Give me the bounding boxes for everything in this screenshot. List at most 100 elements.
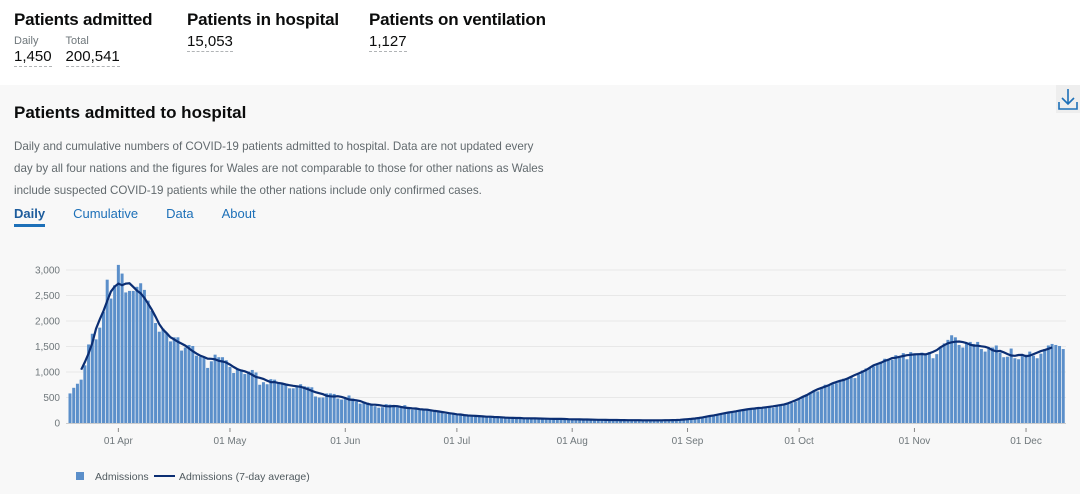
admissions-bar xyxy=(585,419,589,423)
admissions-bar xyxy=(321,397,325,423)
admissions-bar xyxy=(678,420,682,423)
admissions-bar xyxy=(1024,354,1028,423)
admissions-bar xyxy=(686,419,690,423)
admissions-bar xyxy=(276,382,280,423)
admissions-bar xyxy=(366,402,370,423)
x-tick-label: 01 Jul xyxy=(444,436,471,447)
admissions-bar xyxy=(894,355,898,423)
admissions-bar xyxy=(440,411,444,423)
admissions-bar xyxy=(83,365,87,423)
admissions-bar xyxy=(1058,345,1062,423)
admissions-bar xyxy=(180,350,184,423)
admissions-bar xyxy=(589,419,593,423)
tab-daily[interactable]: Daily xyxy=(14,206,46,227)
admissions-bar xyxy=(566,418,570,423)
admissions-bar xyxy=(529,417,533,423)
admissions-bar xyxy=(901,353,905,423)
admissions-bar xyxy=(749,408,753,423)
tab-about[interactable]: About xyxy=(221,206,256,221)
admissions-bar xyxy=(805,394,809,423)
admissions-bar xyxy=(767,406,771,423)
admissions-bar xyxy=(938,348,942,423)
admissions-bar xyxy=(775,405,779,423)
admissions-bar xyxy=(931,358,935,423)
admissions-bar xyxy=(607,419,611,423)
admissions-bar xyxy=(916,353,920,423)
total-value[interactable]: 200,541 xyxy=(65,48,120,67)
admissions-bar xyxy=(176,337,180,423)
admissions-bar xyxy=(317,397,321,423)
admissions-bar xyxy=(503,417,507,423)
admissions-bar xyxy=(310,387,314,423)
admissions-bar xyxy=(146,300,150,423)
admissions-bar xyxy=(481,415,485,423)
admissions-bar xyxy=(217,357,221,423)
admissions-bar xyxy=(648,420,652,423)
y-tick-label: 2,000 xyxy=(35,317,60,328)
admissions-bar xyxy=(604,419,608,423)
admissions-bar xyxy=(165,333,169,423)
admissions-bar xyxy=(1050,343,1054,423)
admissions-bar xyxy=(641,419,645,423)
admissions-bar xyxy=(533,418,537,423)
admissions-bar xyxy=(369,403,373,423)
admissions-bar xyxy=(912,355,916,423)
admissions-bar xyxy=(522,418,526,423)
admissions-bar xyxy=(808,392,812,423)
admissions-bar xyxy=(507,416,511,423)
admissions-bar xyxy=(619,420,623,423)
y-tick-label: 0 xyxy=(54,419,60,430)
admissions-bar xyxy=(868,367,872,423)
admissions-bar xyxy=(299,384,303,423)
admissions-bar xyxy=(738,410,742,423)
admissions-bar xyxy=(444,413,448,423)
admissions-bar xyxy=(968,341,972,423)
headline-section: Patients admitted Daily 1,450 Total 200,541… xyxy=(0,0,1080,85)
tab-data[interactable]: Data xyxy=(166,206,194,221)
admissions-bar xyxy=(332,393,336,423)
admissions-bar xyxy=(377,407,381,423)
admissions-bar xyxy=(1028,351,1032,423)
admissions-bar xyxy=(801,396,805,423)
admissions-bar xyxy=(756,407,760,423)
admissions-bar xyxy=(183,347,187,423)
admissions-bar xyxy=(235,368,239,423)
daily-value[interactable]: 1,450 xyxy=(14,48,52,67)
admissions-bar xyxy=(626,420,630,423)
admissions-bar xyxy=(239,369,243,423)
admissions-bar xyxy=(700,417,704,423)
admissions-bar xyxy=(418,409,422,423)
admissions-card: Patients admitted to hospital Daily and … xyxy=(0,85,1080,494)
admissions-bar xyxy=(459,414,463,423)
admissions-bar xyxy=(157,331,161,423)
admissions-bar xyxy=(500,417,504,423)
admissions-bar xyxy=(883,358,887,423)
daily-label: Daily xyxy=(14,35,39,47)
admissions-bar xyxy=(150,310,154,423)
admissions-bar xyxy=(403,405,407,423)
admissions-bar xyxy=(492,417,496,423)
legend: Admissions Admissions (7-day average) xyxy=(76,471,310,483)
admissions-bar xyxy=(779,405,783,423)
admissions-bar xyxy=(340,399,344,423)
tab-cumulative[interactable]: Cumulative xyxy=(73,206,139,221)
admissions-bar xyxy=(98,327,102,423)
admissions-bar xyxy=(247,371,251,423)
in-hospital-value[interactable]: 15,053 xyxy=(187,33,233,52)
admissions-bar xyxy=(593,419,597,423)
download-button[interactable] xyxy=(1056,85,1080,113)
download-icon xyxy=(1058,89,1078,110)
admissions-bar xyxy=(351,398,355,423)
admissions-bar xyxy=(273,379,277,423)
admissions-bar xyxy=(864,368,868,423)
admissions-bar xyxy=(68,393,72,423)
admissions-bar xyxy=(872,366,876,423)
admissions-bar xyxy=(485,416,489,423)
admissions-bar xyxy=(87,344,91,423)
admissions-bar xyxy=(909,352,913,423)
admissions-bar xyxy=(957,344,961,423)
admissions-bar xyxy=(1043,349,1047,423)
headline-patients-admitted: Patients admitted Daily 1,450 Total 200,541 xyxy=(14,10,152,67)
x-tick-label: 01 Sep xyxy=(672,436,704,447)
ventilation-value[interactable]: 1,127 xyxy=(369,33,407,52)
